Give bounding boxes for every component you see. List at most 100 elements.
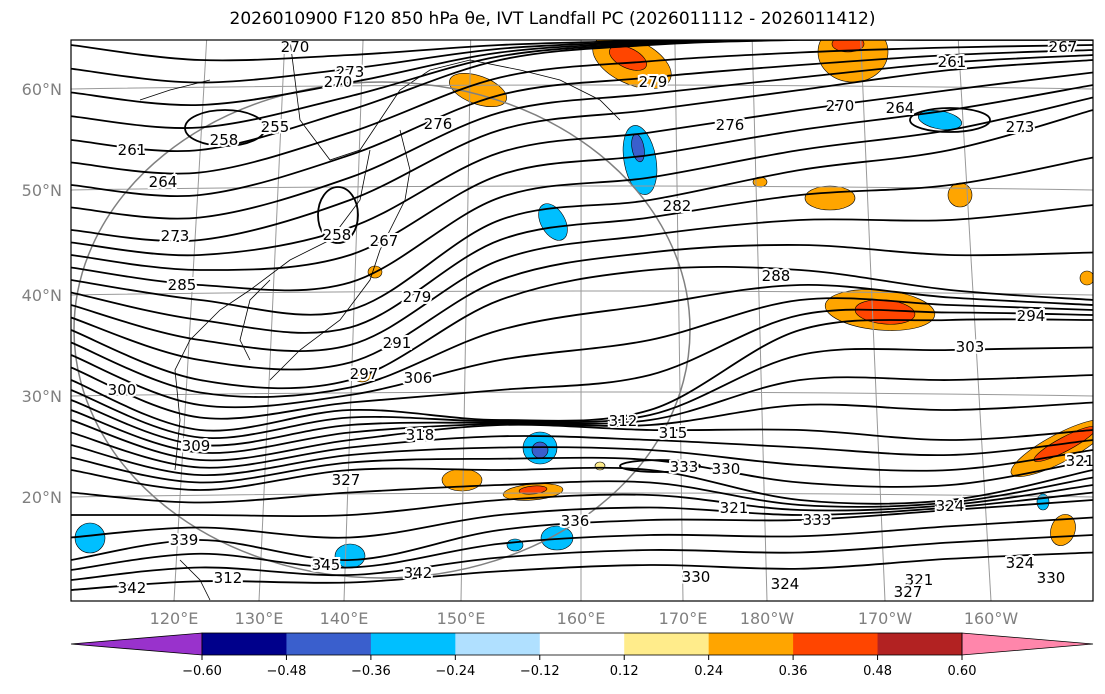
theta-e-contour xyxy=(71,59,1093,243)
contour-label: 330 xyxy=(682,568,711,586)
ivt-shaded-region xyxy=(74,522,106,554)
coastline xyxy=(179,559,211,601)
colorbar-tick-label: 0.48 xyxy=(863,664,892,679)
contour-label: 318 xyxy=(406,426,435,444)
lat-gridline xyxy=(71,492,1093,498)
theta-e-contour xyxy=(71,491,1093,539)
contour-label: 264 xyxy=(886,99,915,117)
lon-tick-label: 140°E xyxy=(320,609,369,628)
contour-label: 342 xyxy=(118,579,147,597)
colorbar-segment xyxy=(708,633,794,655)
theta-e-contour xyxy=(71,499,1093,561)
contour-label: 321 xyxy=(905,571,934,589)
colorbar-outline xyxy=(201,632,963,656)
contour-label: 258 xyxy=(323,226,352,244)
contour-label: 270 xyxy=(324,73,353,91)
contour-label: 276 xyxy=(716,116,745,134)
colorbar-tick-label: 0.60 xyxy=(948,664,977,679)
colorbar-tick-label: −0.24 xyxy=(435,664,475,679)
contour-label: 276 xyxy=(424,115,453,133)
contour-label: 327 xyxy=(894,583,923,601)
colorbar-segment xyxy=(793,633,879,655)
contour-label: 333 xyxy=(803,511,832,529)
lon-gridline xyxy=(751,40,768,601)
theta-e-contour xyxy=(71,71,1093,257)
lon-gridline xyxy=(674,40,684,601)
contour-label: 324 xyxy=(936,497,965,515)
theta-e-contour xyxy=(71,297,1093,409)
contour-label: 273 xyxy=(336,63,365,81)
colorbar-tick-label: 0.36 xyxy=(779,664,808,679)
theta-e-contour xyxy=(71,40,708,107)
contour-label: 324 xyxy=(1006,554,1035,572)
ivt-shaded-region xyxy=(804,185,856,211)
contour-label: 270 xyxy=(281,38,310,56)
colorbar: −0.60 −0.48 −0.36 −0.24 −0.12 0.12 0.24 0.36 0.4… xyxy=(70,632,1094,679)
theta-e-contour xyxy=(71,49,1093,198)
theta-e-contour xyxy=(71,265,1093,390)
contour-label: 285 xyxy=(168,276,197,294)
contour-label: 330 xyxy=(712,460,741,478)
contour-label: 270 xyxy=(826,97,855,115)
lat-gridline xyxy=(71,185,1093,191)
lon-tick-label: 150°E xyxy=(437,609,486,628)
lon-tick-label: 160°E xyxy=(557,609,606,628)
theta-e-contour xyxy=(71,40,686,84)
theta-e-contour xyxy=(71,284,1093,398)
contour-label: 336 xyxy=(561,512,590,530)
theta-e-contour xyxy=(71,374,1093,447)
contour-label: 279 xyxy=(403,288,432,306)
theta-e-contour xyxy=(71,466,1093,505)
lat-tick-label: 20°N xyxy=(22,488,62,507)
theta-e-contour xyxy=(71,346,1093,440)
theta-e-contour xyxy=(71,244,1093,371)
contour-label: 330 xyxy=(1037,569,1066,587)
lon-tick-label: 180°W xyxy=(740,609,795,628)
colorbar-segment xyxy=(877,633,963,655)
theta-e-contour xyxy=(71,40,666,62)
contour-label: 267 xyxy=(370,232,399,250)
ivt-shaded-region xyxy=(831,40,865,53)
lat-tick-label: 60°N xyxy=(22,80,62,99)
theta-e-contour xyxy=(71,551,1093,591)
contour-label: 288 xyxy=(762,267,791,285)
colorbar-segment xyxy=(202,633,287,655)
contour-label: 321 xyxy=(1066,452,1095,470)
colorbar-segment xyxy=(455,633,541,655)
lon-tick-label: 120°E xyxy=(150,609,199,628)
theta-e-contour xyxy=(71,516,1093,571)
theta-e-contour xyxy=(71,534,1093,581)
colorbar-extend-max xyxy=(961,632,1094,656)
contour-label: 255 xyxy=(261,118,290,136)
contour-label: 321 xyxy=(720,499,749,517)
theta-e-contour xyxy=(317,186,359,244)
contour-label: 312 xyxy=(609,412,638,430)
landfall-region-circle xyxy=(73,81,691,579)
contour-label: 315 xyxy=(659,424,688,442)
contour-label: 345 xyxy=(312,556,341,574)
contour-label: 261 xyxy=(118,141,147,159)
colorbar-tick-label: −0.60 xyxy=(182,664,222,679)
theta-e-contour xyxy=(71,40,745,129)
contour-label: 273 xyxy=(161,227,190,245)
lat-gridline xyxy=(71,84,1093,90)
colorbar-segment xyxy=(539,633,625,655)
theta-e-contour xyxy=(71,44,1093,175)
ivt-shaded-region xyxy=(538,203,568,241)
colorbar-extend-min xyxy=(70,632,203,656)
ivt-shaded-region xyxy=(947,182,973,208)
theta-e-contour xyxy=(71,444,1093,476)
theta-e-contours xyxy=(71,40,1093,591)
theta-e-contour xyxy=(619,459,701,473)
contour-label: 309 xyxy=(182,437,211,455)
lat-gridline xyxy=(71,391,1093,397)
colorbar-segment xyxy=(370,633,456,655)
ivt-shaded-region xyxy=(506,538,524,552)
colorbar-segment xyxy=(624,633,710,655)
lat-tick-label: 50°N xyxy=(22,181,62,200)
ivt-shaded-region xyxy=(1079,270,1093,286)
contour-label: 279 xyxy=(639,73,668,91)
theta-e-contour xyxy=(71,156,1093,334)
